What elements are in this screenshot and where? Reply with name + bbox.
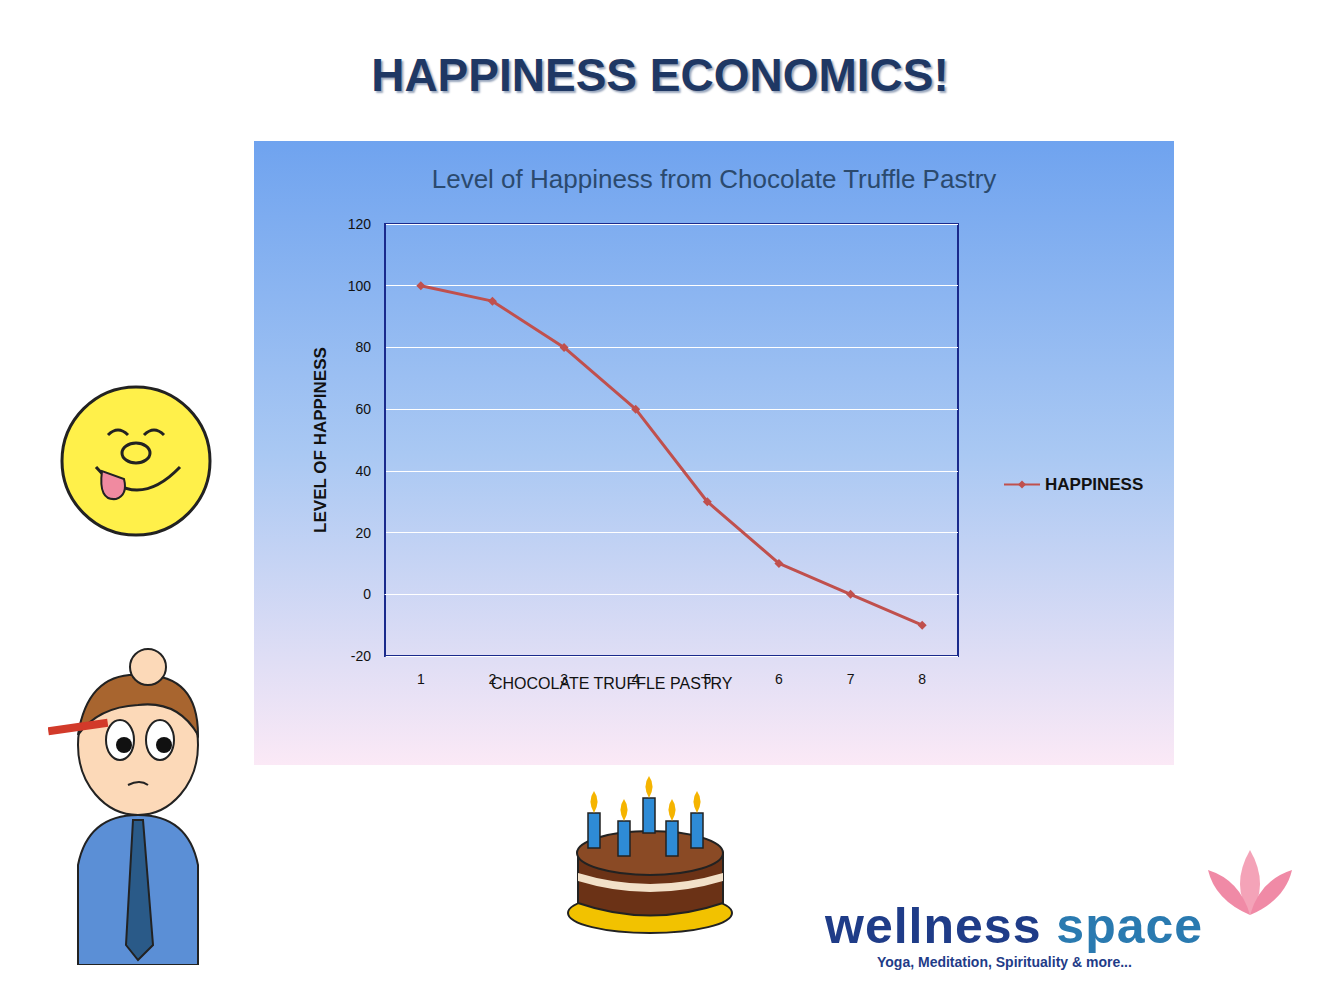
- svg-text:Level of Happiness from Chocol: Level of Happiness from Chocolate Truffl…: [432, 164, 997, 194]
- svg-text:20: 20: [355, 525, 371, 541]
- svg-text:60: 60: [355, 401, 371, 417]
- svg-text:4: 4: [632, 671, 640, 687]
- svg-text:8: 8: [918, 671, 926, 687]
- svg-text:3: 3: [560, 671, 568, 687]
- svg-text:40: 40: [355, 463, 371, 479]
- svg-text:120: 120: [348, 216, 372, 232]
- svg-text:5: 5: [703, 671, 711, 687]
- svg-text:LEVEL OF HAPPINESS: LEVEL OF HAPPINESS: [311, 347, 330, 533]
- svg-text:HAPPINESS: HAPPINESS: [1045, 475, 1143, 494]
- html-text:Yoga, Meditation, Spirituality: Yoga, Meditation, Spirituality & more...: [877, 954, 1132, 970]
- svg-text:7: 7: [847, 671, 855, 687]
- svg-text:2: 2: [489, 671, 497, 687]
- html-text:wellness space: wellness space: [825, 898, 1204, 954]
- html-text:HAPPINESS ECONOMICS!: HAPPINESS ECONOMICS!: [371, 49, 949, 101]
- svg-text:-20: -20: [351, 648, 371, 664]
- svg-text:100: 100: [348, 278, 372, 294]
- svg-text:80: 80: [355, 339, 371, 355]
- svg-text:CHOCOLATE TRUFFLE PASTRY: CHOCOLATE TRUFFLE PASTRY: [491, 675, 733, 692]
- svg-text:0: 0: [363, 586, 371, 602]
- svg-text:1: 1: [417, 671, 425, 687]
- svg-text:6: 6: [775, 671, 783, 687]
